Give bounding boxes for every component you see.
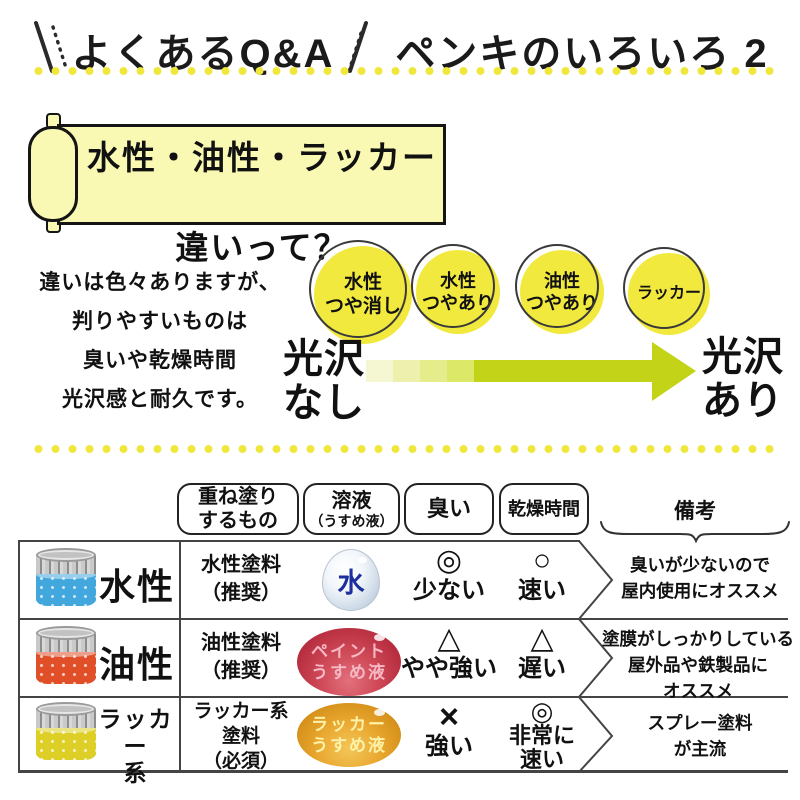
water-drop-icon: 水	[322, 549, 380, 611]
gloss-yes-label: 光沢 あり	[702, 335, 784, 423]
smell-symbol: ×	[439, 698, 459, 736]
dry-cell-suisei: ○ 速い	[499, 544, 585, 605]
dry-symbol: ○	[532, 544, 552, 577]
dry-symbol: ◎	[530, 696, 554, 726]
recoat-cell-yusei: 油性塗料 （推奨）	[201, 632, 281, 682]
row-label-yusei: 油性	[98, 644, 175, 685]
smell-symbol: △	[437, 622, 461, 655]
column-header-remarks: 備考	[674, 500, 716, 523]
column-header-drytime: 乾燥時間	[499, 483, 589, 535]
solvent-blob-icon: ラッカー うすめ液	[297, 703, 401, 767]
gloss-none-label: 光沢 なし	[283, 337, 365, 425]
row-label-lacquer: ラッカー 系	[98, 706, 174, 786]
remarks-underbrace	[600, 521, 790, 544]
table-border-left	[18, 540, 20, 772]
table-divider-col1	[179, 540, 181, 772]
smell-cell-suisei: ◎ 少ない	[404, 544, 494, 605]
dry-cell-lacquer: ◎ 非常に 速い	[494, 698, 590, 772]
recoat-cell-lacquer: ラッカー系 塗料 （必須）	[193, 701, 289, 772]
row-label-suisei: 水性	[98, 566, 175, 607]
gloss-circle-lacquer: ラッカー	[623, 247, 710, 335]
banner-line1: 水性・油性・ラッカー	[87, 139, 437, 176]
recoat-cell-suisei: 水性塗料 （推奨）	[201, 554, 281, 604]
note-cell-suisei: 臭いが少ないので 屋内使用にオススメ	[621, 555, 779, 601]
solvent-blob-icon: ペイント うすめ液	[297, 628, 401, 696]
table-zigzag-divider	[577, 540, 614, 773]
dotted-divider-top	[30, 66, 775, 76]
column-header-recoat: 重ね塗り するもの	[177, 483, 299, 535]
paint-can-icon	[34, 626, 98, 688]
note-cell-lacquer: スプレー塗料 が主流	[647, 713, 753, 759]
intro-text: 違いは色々ありますが、 判りやすいものは 臭いや乾燥時間 光沢感と耐久です。	[39, 271, 281, 411]
table-border-bottom	[18, 770, 788, 773]
smell-cell-lacquer: × 強い	[404, 698, 494, 760]
dry-symbol: △	[530, 622, 554, 655]
gloss-circle-suisei-tsuyakeshi: 水性 つや消し	[309, 240, 412, 344]
paint-can-icon	[34, 548, 98, 610]
table-border-row2	[18, 696, 788, 698]
dry-cell-yusei: △ 遅い	[499, 622, 585, 683]
table-border-row1	[18, 618, 788, 620]
note-cell-yusei: 塗膜がしっかりしている 屋外品や鉄製品に オススメ	[602, 629, 794, 701]
header-slash-left-icon	[34, 21, 69, 73]
column-header-smell: 臭い	[404, 483, 494, 535]
gloss-arrow	[366, 342, 696, 401]
column-header-solvent: 溶液 （うすめ液）	[303, 483, 400, 535]
dotted-divider-middle	[30, 444, 775, 454]
gloss-circle-suisei-tsuyaari: 水性 つやあり	[411, 244, 500, 334]
smell-cell-yusei: △ やや強い	[398, 622, 500, 683]
table-border-top	[18, 540, 580, 542]
paint-can-icon	[34, 702, 98, 764]
banner-scroll-roll	[28, 126, 78, 222]
gloss-circle-yusei-tsuyaari: 油性 つやあり	[515, 244, 604, 334]
header-slash-right-icon	[347, 21, 368, 73]
smell-symbol: ◎	[435, 544, 463, 577]
